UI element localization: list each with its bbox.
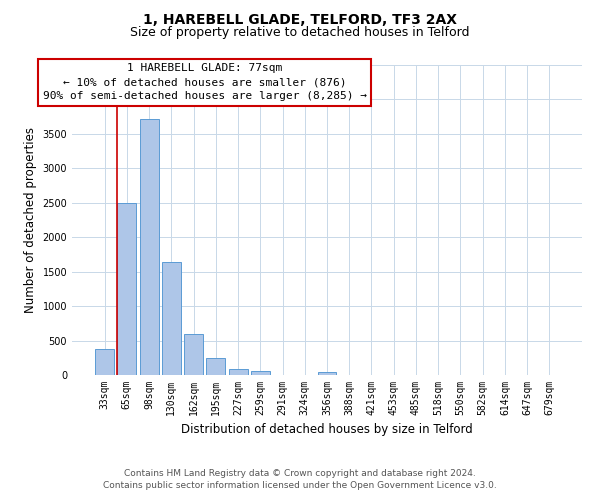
Text: Contains HM Land Registry data © Crown copyright and database right 2024.
Contai: Contains HM Land Registry data © Crown c…: [103, 468, 497, 490]
X-axis label: Distribution of detached houses by size in Telford: Distribution of detached houses by size …: [181, 424, 473, 436]
Bar: [317, 372, 337, 375]
Y-axis label: Number of detached properties: Number of detached properties: [24, 127, 37, 313]
Bar: [229, 369, 248, 375]
Text: Size of property relative to detached houses in Telford: Size of property relative to detached ho…: [130, 26, 470, 39]
Bar: [140, 118, 158, 375]
Bar: [162, 262, 181, 375]
Bar: [184, 334, 203, 375]
Bar: [95, 349, 114, 375]
Bar: [206, 358, 225, 375]
Text: 1 HAREBELL GLADE: 77sqm
← 10% of detached houses are smaller (876)
90% of semi-d: 1 HAREBELL GLADE: 77sqm ← 10% of detache…: [43, 63, 367, 101]
Bar: [118, 203, 136, 375]
Text: 1, HAREBELL GLADE, TELFORD, TF3 2AX: 1, HAREBELL GLADE, TELFORD, TF3 2AX: [143, 12, 457, 26]
Bar: [251, 371, 270, 375]
